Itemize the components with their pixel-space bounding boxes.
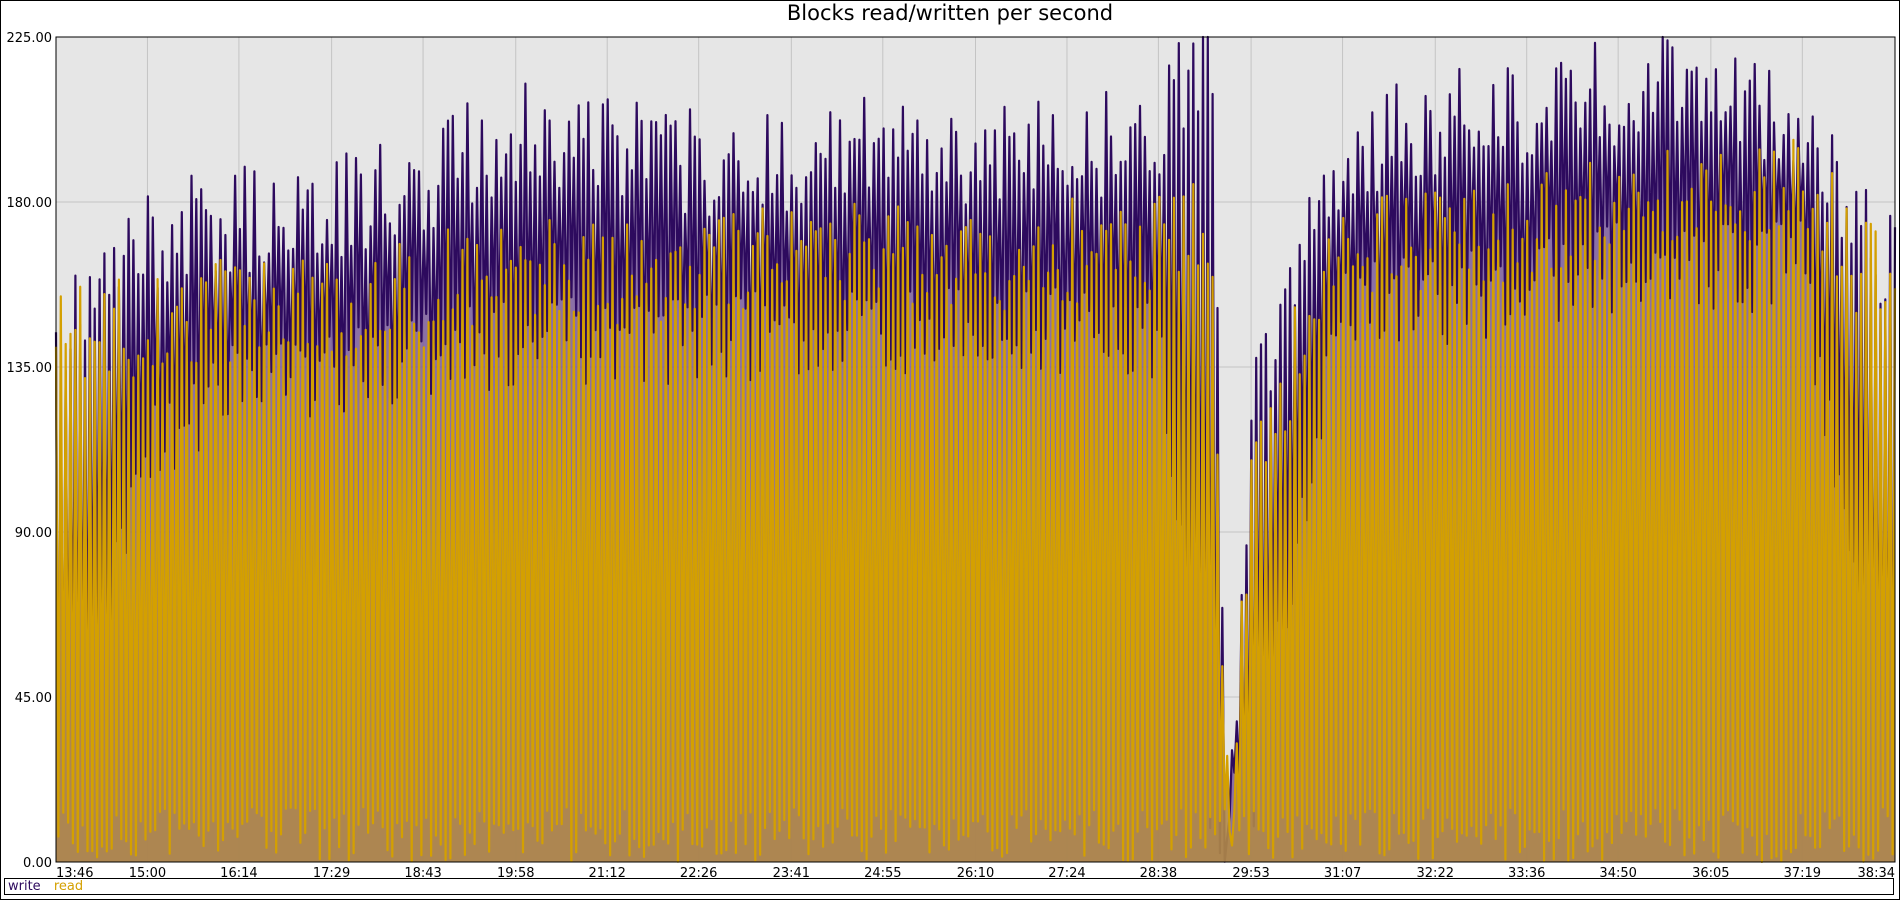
x-tick-label: 23:41 xyxy=(773,866,810,881)
x-tick-label: 28:38 xyxy=(1140,866,1177,881)
x-tick-label: 19:58 xyxy=(497,866,534,881)
plot-border xyxy=(55,36,1896,863)
legend-item-write: write xyxy=(8,879,41,894)
y-tick-label: 225.00 xyxy=(7,31,53,46)
x-tick-label: 13:46 xyxy=(56,866,93,881)
x-tick-label: 18:43 xyxy=(404,866,441,881)
x-tick-label: 27:24 xyxy=(1048,866,1085,881)
x-tick-label: 17:29 xyxy=(313,866,350,881)
x-tick-label: 26:10 xyxy=(957,866,994,881)
y-tick-label: 90.00 xyxy=(15,526,52,541)
x-tick-label: 38:34 xyxy=(1858,866,1895,881)
x-tick-label: 21:12 xyxy=(588,866,625,881)
x-tick-label: 29:53 xyxy=(1232,866,1269,881)
series-layer xyxy=(54,35,1897,863)
legend-item-read: read xyxy=(53,879,84,894)
x-tick-label: 16:14 xyxy=(220,866,257,881)
y-tick-label: 180.00 xyxy=(7,196,53,211)
axes: 0.00 45.00 90.00 135.00 180.00 225.00 13:46 15:… xyxy=(7,31,1896,881)
x-tick-label: 31:07 xyxy=(1324,866,1361,881)
y-tick-label: 135.00 xyxy=(7,361,53,376)
y-tick-label: 45.00 xyxy=(15,691,52,706)
series-line-read xyxy=(54,138,1897,863)
x-tick-label: 24:55 xyxy=(864,866,901,881)
x-tick-label: 33:36 xyxy=(1508,866,1545,881)
x-tick-label: 37:19 xyxy=(1784,866,1821,881)
x-tick-label: 34:50 xyxy=(1599,866,1636,881)
x-tick-label: 15:00 xyxy=(129,866,166,881)
chart-title: Blocks read/written per second xyxy=(786,1,1114,25)
series-line-write xyxy=(54,35,1897,863)
x-tick-label: 36:05 xyxy=(1692,866,1729,881)
x-tick-label: 32:22 xyxy=(1417,866,1454,881)
y-tick-label: 0.00 xyxy=(23,856,52,871)
legend: write read xyxy=(4,878,1894,895)
x-tick-label: 22:26 xyxy=(680,866,717,881)
